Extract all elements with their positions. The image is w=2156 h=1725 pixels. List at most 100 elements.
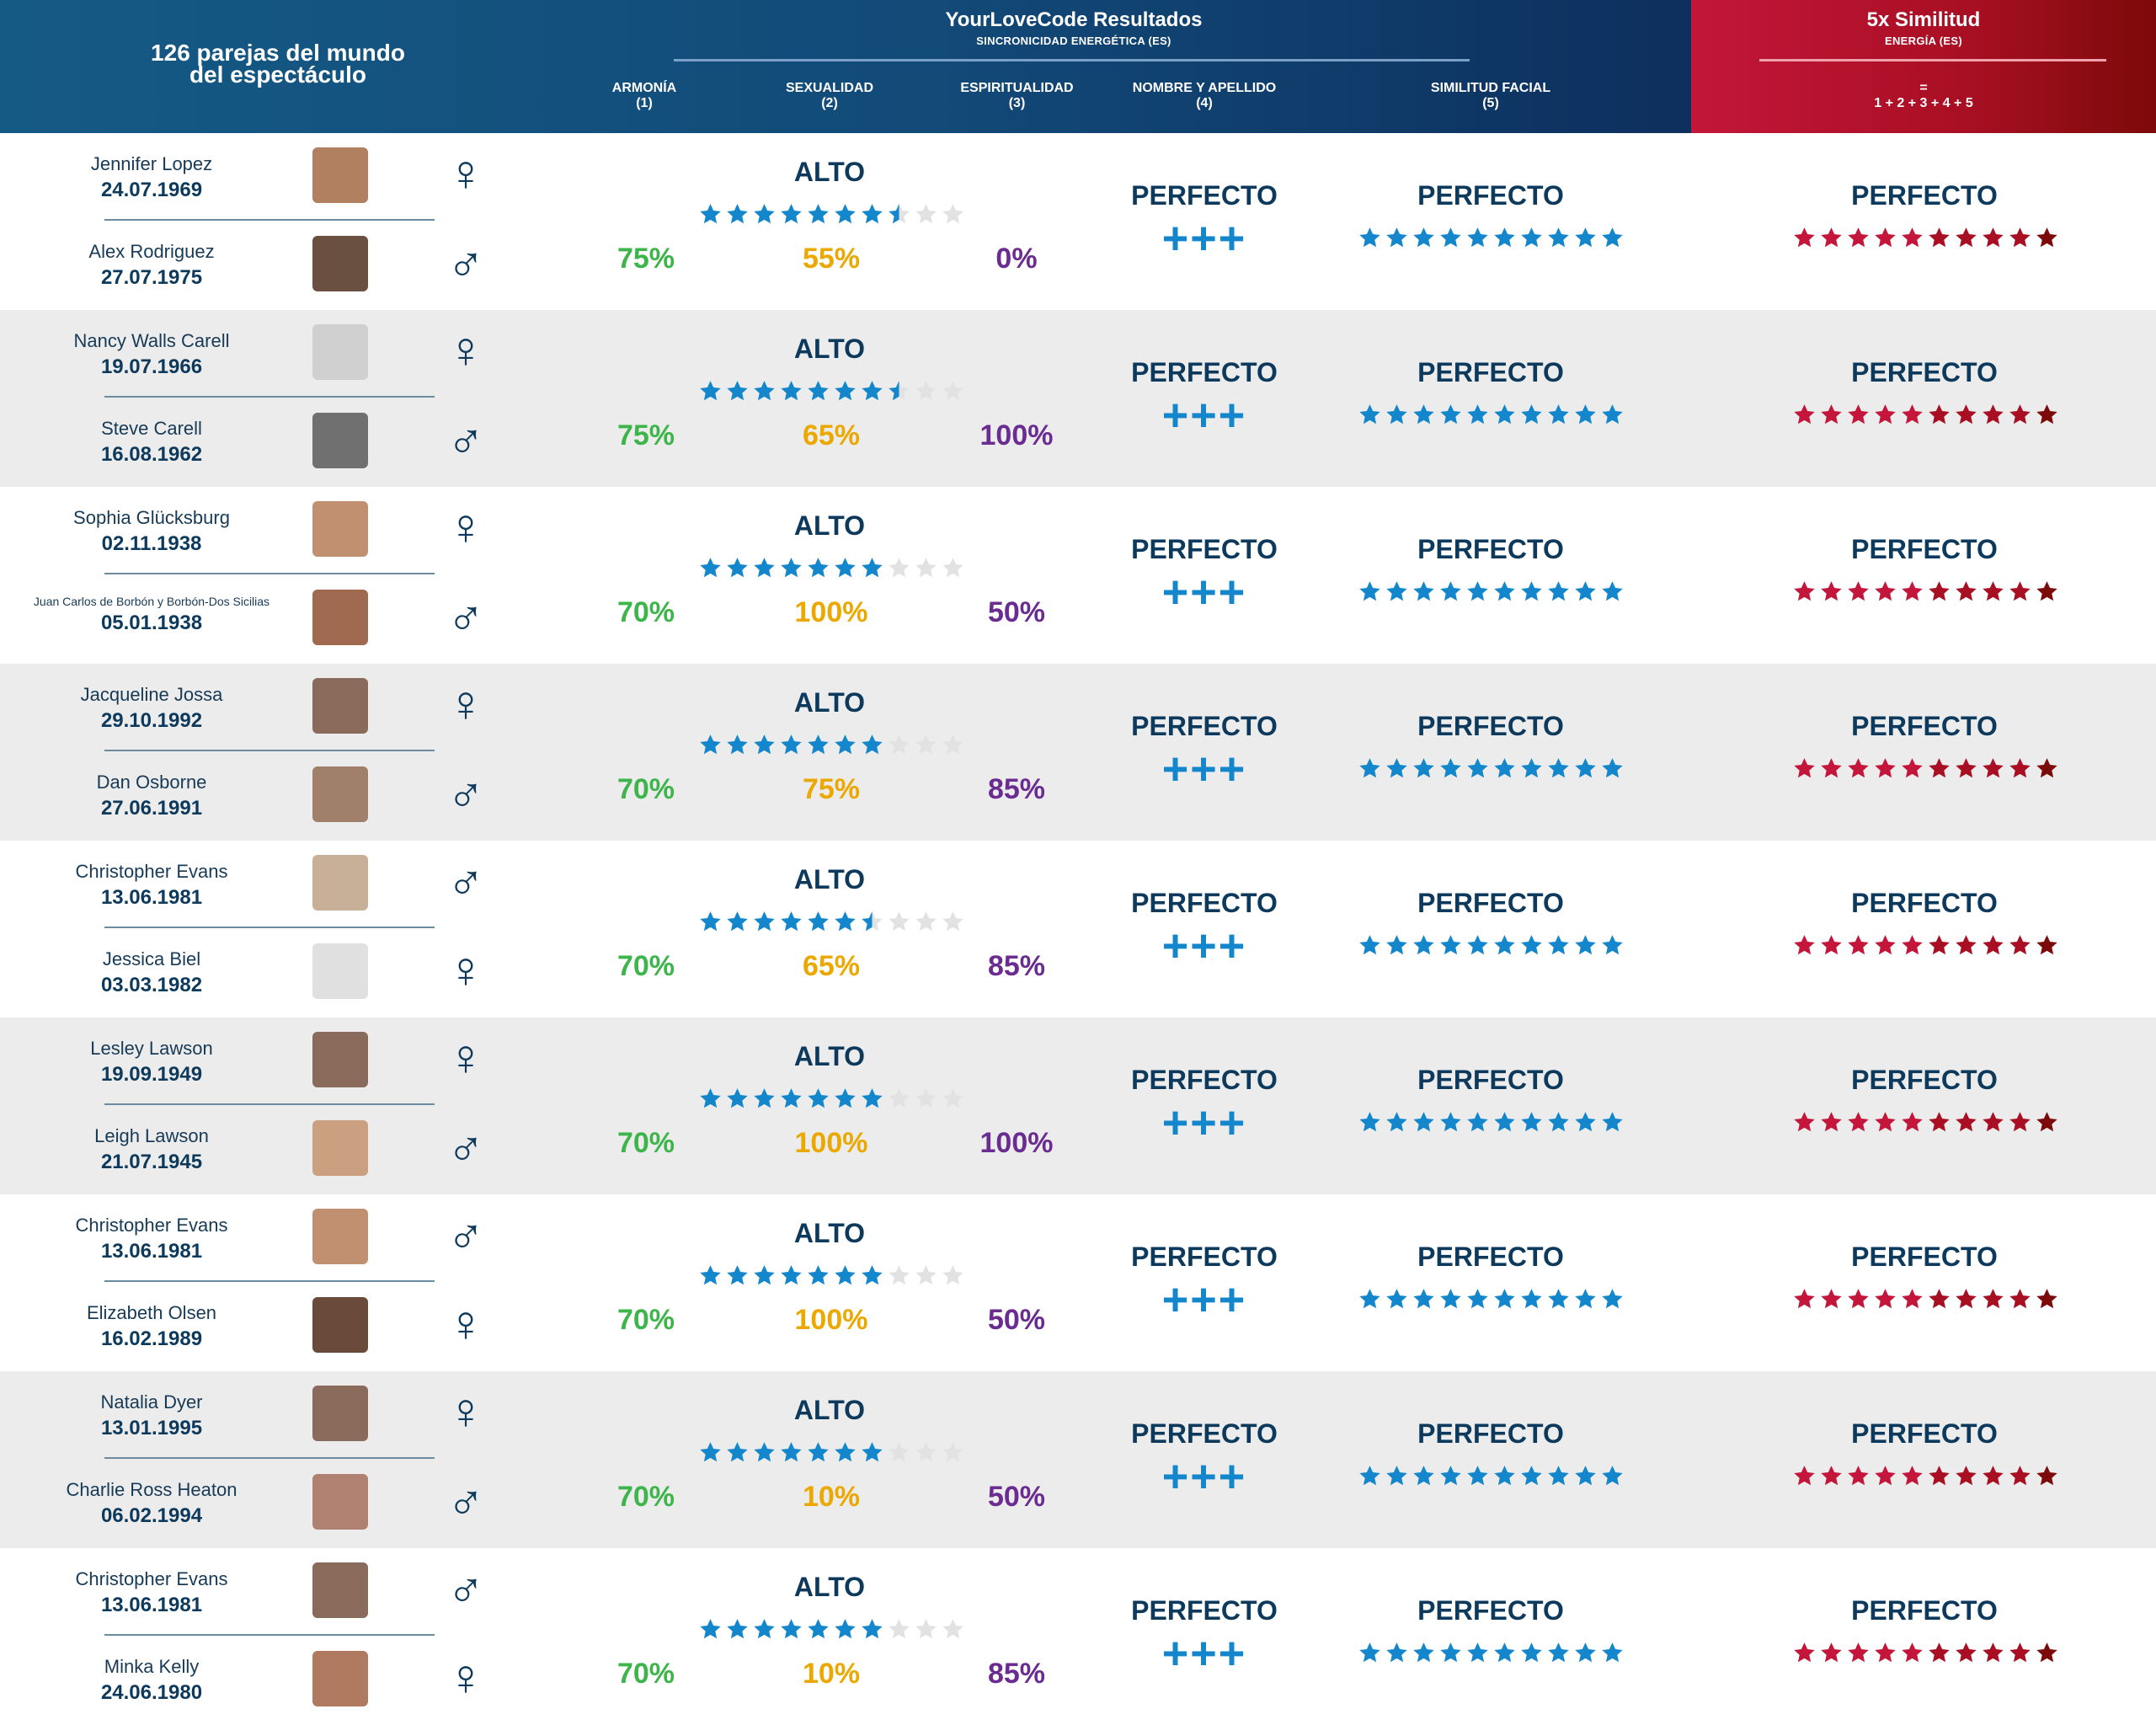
male-icon: ♂ (446, 411, 485, 467)
male-icon: ♂ (446, 1560, 485, 1616)
couple-row: Christopher Evans 13.06.1981 ♂ Minka Kelly 2… (0, 1548, 2156, 1725)
star-icon (1902, 935, 1923, 955)
star-icon (2036, 1642, 2057, 1663)
star-icon (1386, 581, 1407, 601)
star-icon (1359, 935, 1380, 955)
sexualidad-value: 100% (794, 1127, 868, 1159)
person-birthdate: 24.07.1969 (100, 179, 203, 201)
star-icon (1386, 404, 1407, 425)
person-2: Juan Carlos de Borbón y Borbón-Dos Sicil… (0, 595, 303, 635)
star-icon (862, 1265, 883, 1285)
star-icon (754, 1265, 775, 1285)
avatar (312, 147, 368, 203)
star-icon (754, 911, 775, 932)
star-icon (700, 1265, 721, 1285)
couple-divider (104, 750, 435, 751)
person-birthdate: 13.06.1981 (100, 1594, 203, 1616)
star-icon (1956, 581, 1977, 601)
compatibility-rating (698, 202, 965, 227)
column-number: (2) (821, 96, 838, 110)
star-icon (1440, 1289, 1461, 1309)
total-rating (1792, 226, 2059, 250)
person-name: Sophia Glücksburg (73, 507, 230, 528)
star-icon (2009, 227, 2031, 248)
star-icon (1602, 935, 1623, 955)
couple-row: Christopher Evans 13.06.1981 ♂ Jessica Biel… (0, 841, 2156, 1017)
star-icon (1548, 404, 1569, 425)
compatibility-rating (698, 910, 965, 934)
star-icon (808, 1088, 829, 1108)
star-icon (1575, 1112, 1596, 1132)
star-icon (1848, 404, 1869, 425)
person-name: Steve Carell (101, 418, 202, 439)
star-icon (700, 204, 721, 224)
star-icon (781, 1265, 802, 1285)
person-birthdate: 27.07.1975 (100, 266, 203, 289)
person-1: Christopher Evans 13.06.1981 (0, 1568, 303, 1617)
star-icon (2036, 227, 2057, 248)
avatar (312, 1209, 368, 1264)
person-birthdate: 03.03.1982 (100, 974, 203, 996)
star-icon (1848, 1466, 1869, 1486)
star-icon (2009, 1466, 2031, 1486)
star-icon (1821, 1289, 1842, 1309)
person-2: Charlie Ross Heaton 06.02.1994 (0, 1479, 303, 1528)
person-birthdate: 02.11.1938 (101, 532, 202, 555)
couple-divider (104, 1634, 435, 1636)
star-icon (1983, 1112, 2004, 1132)
star-icon (1548, 935, 1569, 955)
compatibility-rating (698, 379, 965, 403)
star-icon (1794, 1642, 1815, 1663)
star-icon (1548, 1112, 1569, 1132)
star-icon (1929, 404, 1950, 425)
couple-divider (104, 1280, 435, 1282)
star-icon (1413, 227, 1434, 248)
star-icon (1413, 1112, 1434, 1132)
person-2: Dan Osborne 27.06.1991 (0, 772, 303, 820)
star-icon (1575, 1289, 1596, 1309)
star-icon (2036, 1112, 2057, 1132)
total-result: PERFECTO (1851, 357, 1998, 387)
sexualidad-value: 100% (794, 1304, 868, 1336)
star-icon (1821, 404, 1842, 425)
star-icon (1575, 758, 1596, 778)
total-result: PERFECTO (1851, 1242, 1998, 1272)
star-icon (1956, 227, 1977, 248)
star-icon (1548, 1289, 1569, 1309)
star-icon (1983, 581, 2004, 601)
star-icon (915, 911, 937, 932)
star-icon (889, 204, 910, 224)
star-icon (1359, 1112, 1380, 1132)
facial-result: PERFECTO (1417, 1595, 1564, 1626)
nombre-result: PERFECTO (1131, 1065, 1278, 1095)
star-icon (1821, 581, 1842, 601)
star-icon (835, 911, 856, 932)
star-icon (1602, 1466, 1623, 1486)
star-icon (2036, 581, 2057, 601)
star-icon (1521, 1289, 1542, 1309)
star-icon (1929, 581, 1950, 601)
facial-result: PERFECTO (1417, 180, 1564, 211)
facial-result: PERFECTO (1417, 357, 1564, 387)
star-icon (1440, 1466, 1461, 1486)
person-birthdate: 13.01.1995 (100, 1417, 203, 1439)
person-birthdate: 21.07.1945 (100, 1151, 203, 1173)
star-icon (700, 1088, 721, 1108)
person-name: Alex Rodriguez (88, 241, 215, 262)
star-icon (1386, 1642, 1407, 1663)
star-icon (1875, 1112, 1896, 1132)
facial-rating (1358, 226, 1625, 250)
similitud-subtitle: ENERGÍA (ES) (1885, 35, 1962, 47)
star-icon (1386, 1112, 1407, 1132)
star-icon (700, 911, 721, 932)
person-name: Jennifer Lopez (90, 153, 213, 174)
star-icon (2009, 404, 2031, 425)
star-icon (1440, 1642, 1461, 1663)
total-rating (1792, 403, 2059, 427)
star-icon (1956, 404, 1977, 425)
star-icon (727, 1619, 748, 1639)
total-result: PERFECTO (1851, 1065, 1998, 1095)
star-icon (1575, 935, 1596, 955)
couple-divider (104, 396, 435, 398)
plus-icon: +++ (1161, 921, 1247, 971)
